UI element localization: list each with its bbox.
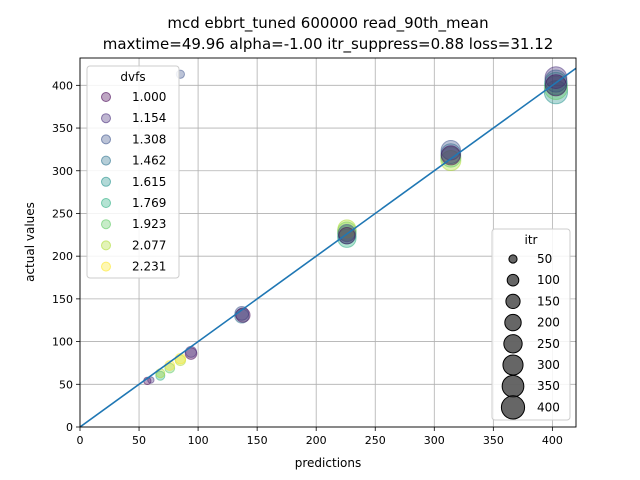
data-point — [185, 345, 198, 358]
y-tick-label: 400 — [52, 79, 73, 92]
y-tick-label: 100 — [52, 336, 73, 349]
legend-dvfs-marker — [101, 198, 111, 208]
legend-itr-label: 100 — [537, 273, 560, 287]
axes: 0 50 100 150 200 250 300 350 400 0 50 100 150 200 250 3… — [52, 79, 563, 447]
legend-itr-marker — [506, 273, 520, 287]
legend-dvfs-label: 1.769 — [132, 196, 166, 210]
y-tick-label: 350 — [52, 122, 73, 135]
plot-border — [79, 57, 577, 428]
legend-dvfs-marker — [101, 240, 111, 251]
legend-dvfs-marker — [101, 155, 111, 166]
data-point — [147, 376, 155, 384]
legend-itr-marker — [503, 334, 523, 354]
x-tick-label: 300 — [424, 434, 445, 447]
legend-dvfs-label: 2.077 — [132, 238, 166, 252]
x-tick-label: 50 — [132, 434, 146, 447]
legend-itr-marker — [502, 354, 524, 376]
y-tick-label: 50 — [59, 378, 73, 391]
x-tick-label: 150 — [247, 434, 268, 447]
legend-itr-marker — [508, 254, 518, 264]
legend-dvfs-label: 1.154 — [132, 111, 166, 125]
legend-dvfs-marker — [101, 176, 111, 187]
chart-title: mcd ebbrt_tuned 600000 read_90th_mean — [167, 14, 488, 33]
legend-itr-marker — [501, 374, 525, 398]
legend-dvfs-label: 1.308 — [132, 132, 166, 146]
fit-line-group — [80, 67, 576, 427]
chart-subtitle: maxtime=49.96 alpha=-1.00 itr_suppress=0… — [103, 35, 554, 54]
legend-dvfs-label: 1.923 — [132, 217, 166, 231]
legend-dvfs-marker — [101, 113, 111, 124]
x-axis-label: predictions — [295, 456, 361, 470]
x-tick-label: 350 — [483, 434, 504, 447]
y-tick-label: 0 — [66, 421, 73, 434]
x-tick-label: 0 — [77, 434, 84, 447]
legend-itr-marker — [504, 313, 522, 332]
legend-itr-label: 150 — [537, 294, 560, 308]
data-point — [337, 219, 357, 239]
data-point — [440, 145, 461, 166]
legend-itr-marker — [500, 395, 526, 420]
y-axis-label: actual values — [23, 202, 37, 282]
x-tick-label: 400 — [542, 434, 563, 447]
legend-dvfs-marker — [101, 261, 111, 272]
fit-line — [80, 67, 576, 427]
y-tick-label: 300 — [52, 165, 73, 178]
legend-itr-title: itr — [525, 233, 538, 247]
x-tick-label: 200 — [306, 434, 327, 447]
data-point — [164, 362, 176, 374]
x-tick-label: 250 — [365, 434, 386, 447]
data-point — [544, 74, 567, 97]
data-point — [155, 370, 166, 381]
plot-frame — [79, 57, 577, 428]
legend-itr-label: 350 — [537, 379, 560, 393]
y-tick-label: 150 — [52, 293, 73, 306]
data-point — [155, 368, 166, 379]
y-tick-label: 250 — [52, 207, 73, 220]
legend-itr-label: 250 — [537, 337, 560, 351]
legend-itr-marker — [505, 293, 521, 310]
legend-itr: itr 50 100 150 200 250 300 350 400 — [491, 228, 571, 421]
x-tick-label: 100 — [188, 434, 209, 447]
legend-dvfs-label: 1.615 — [132, 175, 166, 189]
legend-dvfs-marker — [101, 219, 111, 230]
legend-itr-label: 400 — [537, 400, 560, 414]
legend-dvfs-label: 1.000 — [132, 90, 166, 104]
legend-dvfs-marker — [101, 134, 111, 145]
y-tick-label: 200 — [52, 250, 73, 263]
legend-itr-label: 50 — [537, 252, 552, 266]
legend-itr-label: 300 — [537, 358, 560, 372]
data-point — [544, 66, 568, 89]
legend-dvfs: dvfs 1.000 1.154 1.308 1.462 1.615 1.769 1.923 2… — [86, 65, 180, 279]
legend-dvfs-marker — [101, 92, 111, 102]
legend-itr-label: 200 — [537, 316, 560, 330]
legend-dvfs-label: 1.462 — [132, 154, 166, 168]
data-point — [235, 307, 251, 323]
legend-dvfs-title: dvfs — [120, 70, 145, 84]
legend-dvfs-label: 2.231 — [132, 260, 166, 274]
